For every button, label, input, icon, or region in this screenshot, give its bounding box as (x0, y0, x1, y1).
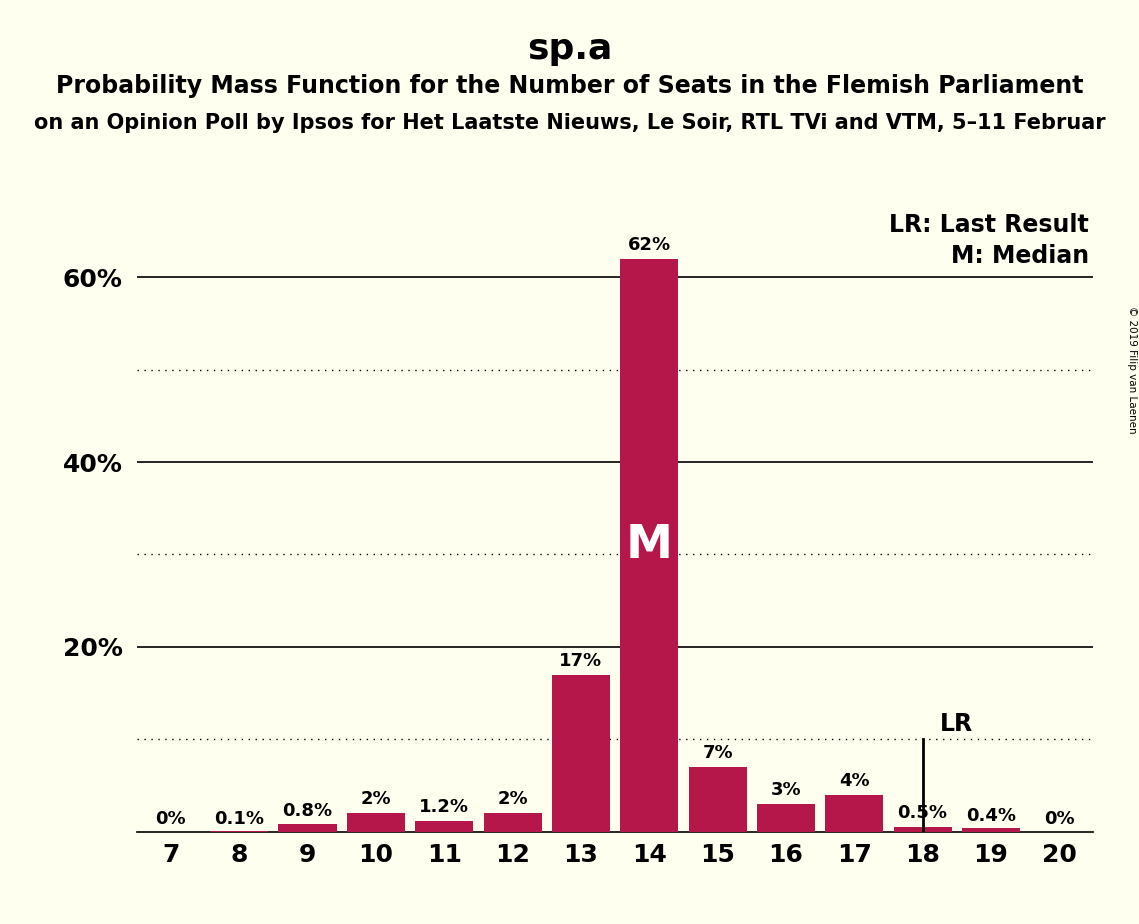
Bar (961, 828, 1019, 832)
Bar (756, 804, 814, 832)
Bar (893, 827, 951, 832)
Bar (688, 767, 746, 832)
Text: 1.2%: 1.2% (419, 798, 469, 816)
Text: 0.1%: 0.1% (214, 810, 264, 828)
Bar (210, 831, 269, 832)
Bar (278, 824, 336, 832)
Bar (825, 795, 883, 832)
Text: 4%: 4% (839, 772, 869, 790)
Text: sp.a: sp.a (527, 32, 612, 67)
Text: 3%: 3% (771, 782, 801, 799)
Text: 17%: 17% (559, 652, 603, 670)
Text: 0%: 0% (1044, 810, 1074, 828)
Text: 62%: 62% (628, 237, 671, 254)
Text: 7%: 7% (703, 745, 732, 762)
Text: 0%: 0% (156, 810, 186, 828)
Text: 0.8%: 0.8% (282, 802, 333, 820)
Bar (551, 675, 609, 832)
Text: 2%: 2% (361, 791, 391, 808)
Text: M: Median: M: Median (951, 244, 1089, 268)
Text: 0.4%: 0.4% (966, 808, 1016, 825)
Text: M: M (625, 523, 673, 567)
Text: Probability Mass Function for the Number of Seats in the Flemish Parliament: Probability Mass Function for the Number… (56, 74, 1083, 98)
Text: LR: Last Result: LR: Last Result (888, 213, 1089, 237)
Bar (483, 813, 541, 832)
Bar (620, 259, 678, 832)
Text: LR: LR (940, 711, 973, 736)
Text: 2%: 2% (498, 791, 527, 808)
Text: on an Opinion Poll by Ipsos for Het Laatste Nieuws, Le Soir, RTL TVi and VTM, 5–: on an Opinion Poll by Ipsos for Het Laat… (34, 113, 1105, 133)
Text: 0.5%: 0.5% (898, 805, 948, 822)
Bar (346, 813, 404, 832)
Bar (415, 821, 473, 832)
Text: © 2019 Filip van Laenen: © 2019 Filip van Laenen (1126, 306, 1137, 433)
